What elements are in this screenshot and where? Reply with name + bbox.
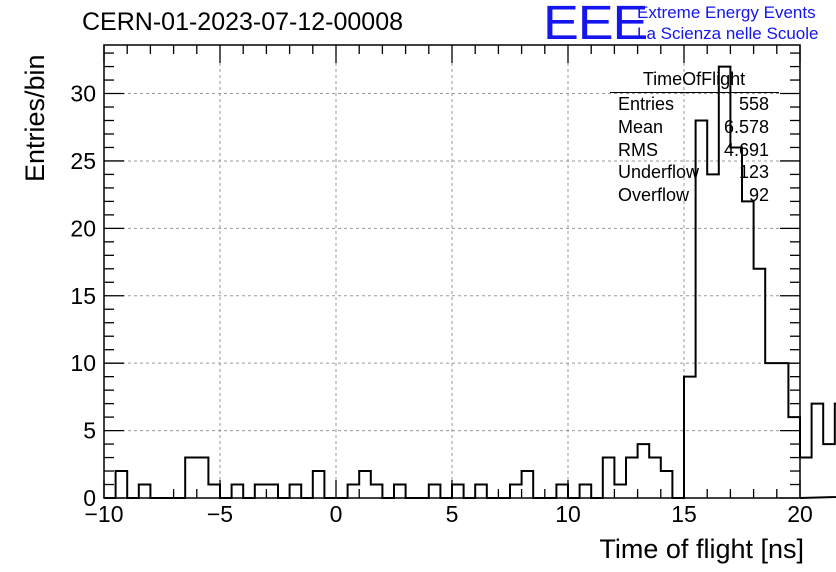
x-axis-label: Time of flight [ns]	[599, 534, 804, 564]
stats-label: Overflow	[618, 185, 690, 206]
stats-label: Mean	[618, 116, 664, 137]
y-tick-label: 10	[70, 350, 96, 376]
x-tick-label: 5	[446, 501, 459, 527]
stats-row-overflow: Overflow 92	[610, 184, 778, 207]
x-tick-label: −5	[207, 501, 233, 527]
stats-label: Entries	[618, 94, 675, 114]
y-tick-label: 30	[70, 81, 96, 107]
stats-box: TimeOfFlight Entries 558 Mean 6.578 RMS 4.6…	[610, 69, 779, 207]
stats-value: 92	[748, 185, 769, 206]
stats-divider	[610, 92, 779, 93]
x-tick-label: 15	[671, 501, 697, 527]
chart-title: CERN-01-2023-07-12-00008	[82, 8, 404, 36]
stats-row-mean: Mean 6.578	[610, 116, 778, 139]
y-tick-label: 0	[83, 485, 96, 511]
plot-frame	[103, 44, 801, 499]
stats-label: RMS	[618, 139, 658, 160]
stats-label: Underflow	[618, 162, 700, 183]
x-tick-label: 0	[330, 501, 343, 527]
y-tick-label: 20	[70, 215, 96, 241]
stats-title: TimeOfFlight	[642, 69, 746, 89]
y-tick-label: 25	[70, 148, 96, 174]
stats-value: 6.578	[723, 116, 769, 137]
stats-value: 4.691	[723, 139, 769, 160]
stats-value: 123	[738, 162, 769, 183]
stats-row-underflow: Underflow 123	[610, 161, 778, 184]
x-tick-label: 10	[555, 501, 581, 527]
tick-labels: −10 −5 0 5 10 15 20 0 5 10 15 20 25 30	[70, 81, 812, 527]
x-tick-label: −10	[84, 501, 123, 527]
x-tick-label: 20	[787, 501, 813, 527]
org-name-line1: Extreme Energy Events	[637, 3, 816, 22]
y-tick-label: 15	[70, 283, 96, 309]
eee-logo: EEE	[543, 0, 648, 50]
y-axis-label: Entries/bin	[20, 54, 50, 182]
stats-row-rms: RMS 4.691	[610, 139, 778, 162]
stats-row-entries: Entries 558	[610, 93, 778, 116]
org-name-line2: La Scienza nelle Scuole	[637, 24, 819, 43]
grid-lines	[104, 45, 800, 498]
y-tick-label: 5	[83, 418, 96, 444]
stats-value: 558	[738, 94, 769, 114]
